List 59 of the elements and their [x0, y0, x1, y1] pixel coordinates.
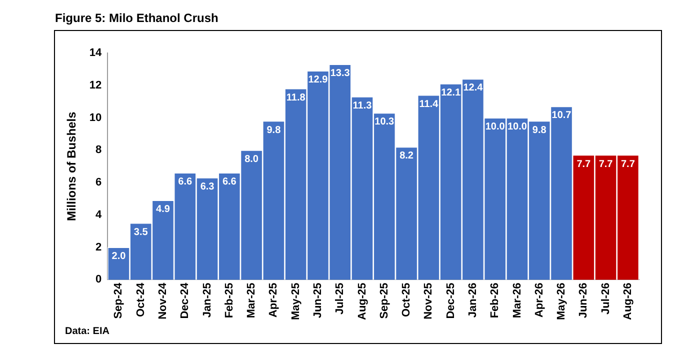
y-tick-label: 8: [96, 144, 102, 156]
y-tick-label: 0: [96, 274, 102, 286]
y-tick-label: 14: [89, 47, 103, 60]
x-tick-label: Oct-24: [134, 282, 147, 317]
x-tick-label: Dec-25: [444, 282, 457, 319]
x-tick-label: Nov-24: [157, 282, 170, 320]
data-label: 11.4: [419, 98, 439, 110]
data-label: 4.9: [156, 204, 170, 216]
x-tick-label: May-25: [290, 282, 302, 320]
x-tick-label: Jul-26: [600, 282, 612, 314]
x-tick-label: Feb-25: [223, 282, 236, 318]
data-label: 10.3: [374, 116, 395, 128]
x-tick-label: Jun-25: [312, 282, 324, 318]
data-label: 10.0: [485, 122, 506, 133]
x-tick-label: Jan-25: [201, 282, 214, 318]
x-tick-label: Oct-25: [400, 282, 413, 317]
data-label: 9.8: [266, 124, 282, 136]
data-label: 13.3: [330, 68, 350, 80]
data-label: 7.7: [620, 158, 636, 170]
x-tick-label: Apr-25: [268, 282, 280, 318]
x-tick-label: Aug-25: [356, 282, 368, 320]
data-label: 11.8: [286, 92, 306, 104]
y-tick-label: 12: [89, 79, 102, 92]
data-label: 10.7: [552, 110, 572, 122]
x-tick-label: Dec-24: [179, 282, 192, 319]
x-tick-label: Mar-25: [246, 282, 258, 318]
data-label: 11.3: [352, 100, 372, 112]
data-label: 9.8: [532, 124, 547, 136]
x-tick-label: Nov-25: [422, 282, 435, 320]
x-tick-label: Jul-25: [334, 282, 346, 314]
y-tick-label: 2: [96, 241, 102, 254]
y-tick-label: 10: [89, 112, 102, 124]
data-label: 6.6: [178, 176, 193, 188]
x-tick-label: Mar-26: [511, 282, 524, 318]
y-axis-title: Millions of Bushels: [64, 111, 79, 222]
x-tick-label: May-26: [556, 282, 568, 320]
data-label: 6.3: [200, 181, 215, 192]
data-label: 7.7: [598, 158, 614, 170]
data-label: 10.0: [507, 122, 528, 133]
x-tick-label: Feb-26: [489, 282, 502, 318]
text: Data: EIA: [65, 326, 110, 337]
chart-title: Figure 5: Milo Ethanol Crush: [55, 11, 218, 25]
data-label: 3.5: [134, 226, 148, 238]
data-label: 12.9: [308, 74, 328, 86]
data-label: 7.7: [576, 158, 592, 170]
y-tick-label: 4: [96, 208, 103, 221]
data-label: 2.0: [112, 251, 126, 262]
data-label: 8.2: [400, 150, 414, 162]
data-label: 12.1: [441, 88, 461, 99]
data-label: 6.6: [222, 176, 237, 188]
x-tick-label: Aug-26: [622, 282, 634, 320]
x-tick-label: Sep-24: [112, 282, 125, 319]
y-tick-label: 6: [96, 176, 102, 189]
x-tick-label: Sep-25: [378, 282, 390, 319]
x-tick-label: Jun-26: [578, 282, 590, 318]
x-tick-label: Jan-26: [466, 282, 479, 318]
x-tick-label: Apr-26: [533, 282, 546, 318]
data-label: 8.0: [244, 154, 259, 165]
data-label: 12.4: [463, 82, 484, 94]
